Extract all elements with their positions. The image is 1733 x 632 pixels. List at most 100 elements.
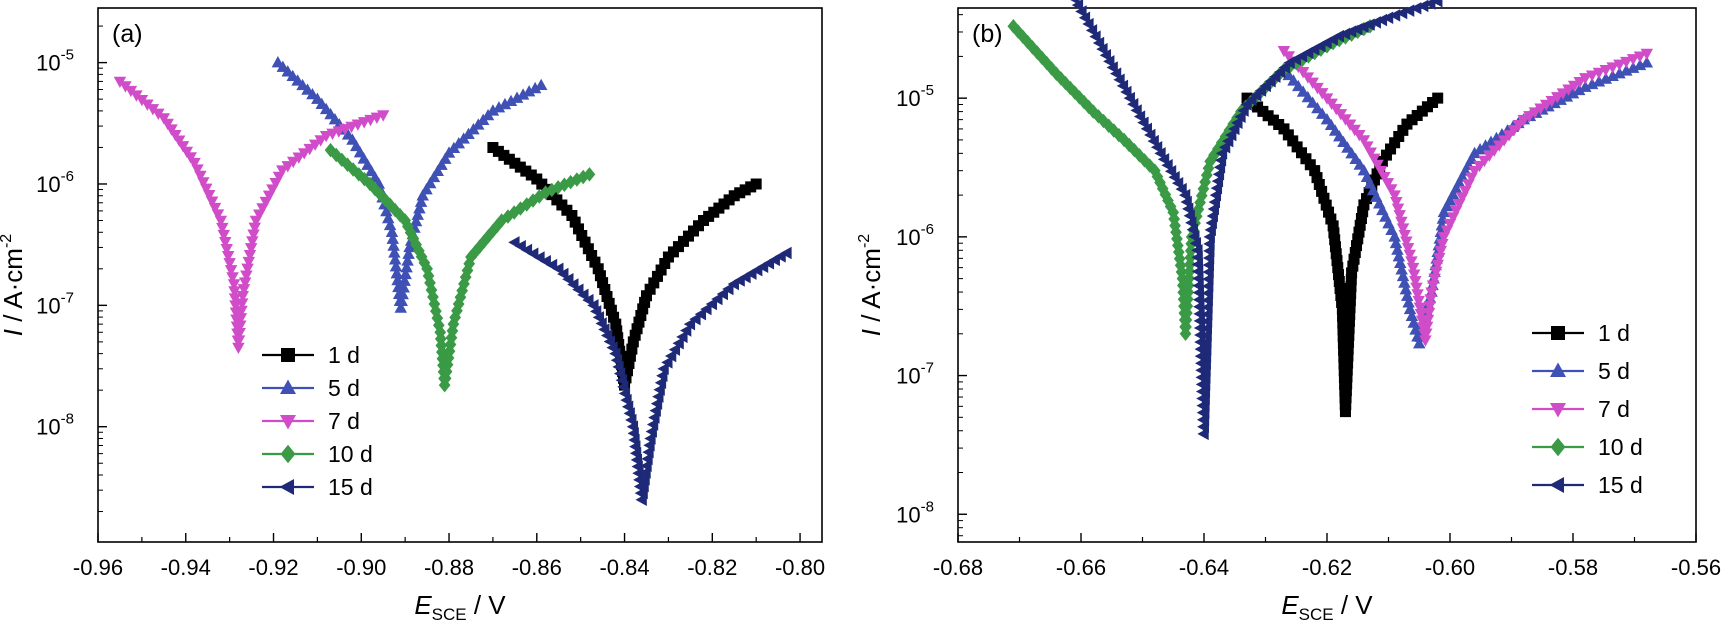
x-tick-label: -0.88 bbox=[424, 555, 474, 580]
data-point bbox=[227, 279, 241, 291]
data-point bbox=[1296, 85, 1310, 97]
data-point bbox=[1413, 336, 1426, 349]
data-point bbox=[1209, 188, 1222, 202]
data-point bbox=[583, 167, 596, 182]
data-point bbox=[557, 267, 569, 281]
legend-marker bbox=[280, 444, 296, 464]
legend-marker bbox=[1550, 362, 1566, 378]
x-tick-label: -0.66 bbox=[1056, 555, 1106, 580]
data-point bbox=[1468, 165, 1481, 178]
data-point bbox=[439, 152, 452, 164]
data-point bbox=[600, 329, 613, 342]
data-point bbox=[1204, 223, 1216, 237]
data-point bbox=[656, 369, 668, 382]
series-7d bbox=[113, 76, 390, 355]
data-point bbox=[1140, 122, 1153, 136]
data-point bbox=[603, 335, 616, 348]
data-point bbox=[589, 305, 602, 318]
data-point bbox=[711, 292, 723, 306]
data-point bbox=[1189, 237, 1202, 250]
series-5d bbox=[271, 56, 548, 313]
data-point bbox=[1567, 80, 1581, 93]
data-point bbox=[397, 281, 410, 293]
data-point bbox=[1539, 99, 1553, 112]
data-point bbox=[338, 124, 352, 136]
data-point bbox=[281, 161, 295, 173]
data-point bbox=[652, 390, 664, 403]
data-point bbox=[705, 297, 718, 311]
data-point bbox=[1157, 153, 1170, 166]
data-point bbox=[1213, 161, 1226, 174]
data-point bbox=[357, 117, 371, 129]
data-point bbox=[1214, 154, 1227, 167]
data-point bbox=[1150, 140, 1163, 154]
data-point bbox=[1528, 107, 1542, 119]
data-point bbox=[582, 293, 594, 307]
legend-label: 1 d bbox=[328, 342, 360, 368]
data-point bbox=[345, 121, 358, 134]
x-tick-label: -0.56 bbox=[1671, 555, 1721, 580]
data-point bbox=[1492, 140, 1506, 152]
data-point bbox=[1208, 195, 1220, 209]
data-point bbox=[1106, 61, 1118, 74]
series-10d bbox=[1007, 18, 1376, 342]
data-point bbox=[1371, 159, 1384, 172]
legend-marker bbox=[280, 414, 296, 430]
data-point bbox=[314, 135, 327, 147]
data-point bbox=[567, 278, 579, 291]
panel-label: (a) bbox=[112, 20, 143, 48]
data-point bbox=[221, 251, 235, 263]
data-point bbox=[292, 152, 305, 164]
data-point bbox=[220, 243, 233, 256]
data-point bbox=[180, 146, 194, 159]
data-point bbox=[1388, 190, 1401, 202]
data-point bbox=[689, 312, 701, 326]
data-point bbox=[1225, 128, 1237, 142]
data-point bbox=[1497, 135, 1511, 147]
data-point bbox=[668, 343, 681, 356]
data-point bbox=[645, 425, 657, 438]
data-point bbox=[1390, 196, 1403, 209]
data-point bbox=[1123, 91, 1135, 105]
data-point bbox=[1456, 170, 1469, 182]
data-point bbox=[1089, 30, 1101, 43]
data-point bbox=[1406, 262, 1420, 275]
data-point bbox=[1640, 48, 1654, 61]
data-point bbox=[226, 272, 239, 284]
data-point bbox=[1109, 67, 1122, 80]
data-point bbox=[648, 411, 660, 424]
data-point bbox=[1144, 128, 1156, 142]
data-point bbox=[1502, 130, 1516, 142]
data-point bbox=[1147, 134, 1159, 148]
data-point bbox=[1133, 110, 1146, 123]
data-point bbox=[1478, 155, 1491, 168]
data-point bbox=[1301, 90, 1315, 103]
x-tick-label: -0.62 bbox=[1302, 555, 1352, 580]
data-point bbox=[1613, 59, 1626, 71]
data-point bbox=[395, 294, 408, 307]
data-point bbox=[1367, 153, 1381, 165]
data-point bbox=[1234, 110, 1246, 123]
data-point bbox=[1075, 5, 1087, 18]
data-point bbox=[646, 418, 659, 431]
data-point bbox=[676, 330, 688, 344]
data-point bbox=[1210, 181, 1223, 195]
series-10d bbox=[324, 142, 596, 393]
data-point bbox=[298, 148, 311, 160]
data-point bbox=[572, 283, 584, 296]
data-point bbox=[1437, 205, 1451, 218]
data-point bbox=[664, 349, 677, 363]
data-point bbox=[401, 254, 414, 266]
data-point bbox=[1556, 88, 1570, 100]
data-point bbox=[176, 141, 190, 153]
data-point bbox=[413, 202, 426, 214]
data-point bbox=[1168, 170, 1180, 184]
x-tick-label: -0.86 bbox=[512, 555, 562, 580]
data-point bbox=[1207, 202, 1219, 216]
data-point bbox=[680, 324, 692, 337]
data-point bbox=[370, 112, 384, 124]
y-tick-label: 10-5 bbox=[896, 82, 934, 111]
data-point bbox=[165, 124, 178, 136]
data-point bbox=[169, 129, 182, 142]
